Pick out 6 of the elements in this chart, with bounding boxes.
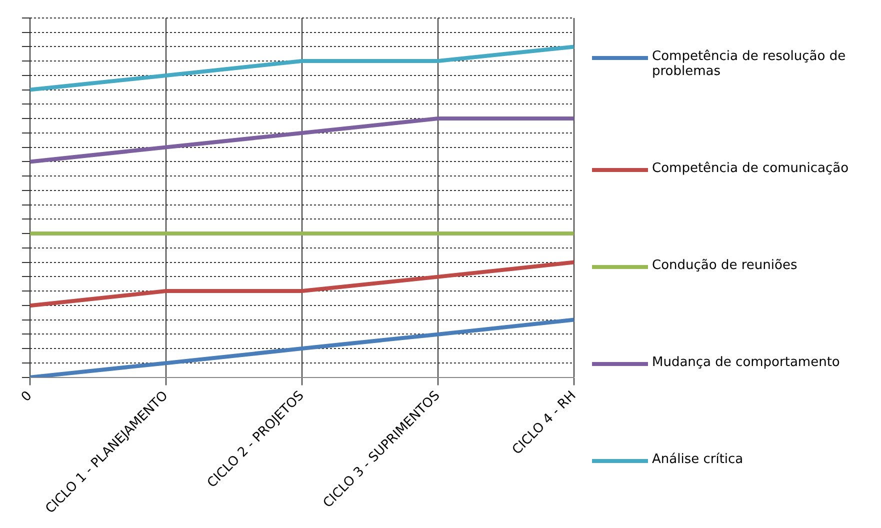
legend-label: Competência de comunicação	[652, 161, 849, 176]
legend-label: Condução de reuniões	[652, 258, 798, 273]
legend-label: Mudança de comportamento	[652, 355, 840, 370]
x-tick-label: 0	[18, 388, 36, 405]
legend-label: Competência de resolução de problemas	[652, 49, 847, 79]
legend-label: Análise crítica	[652, 452, 744, 467]
